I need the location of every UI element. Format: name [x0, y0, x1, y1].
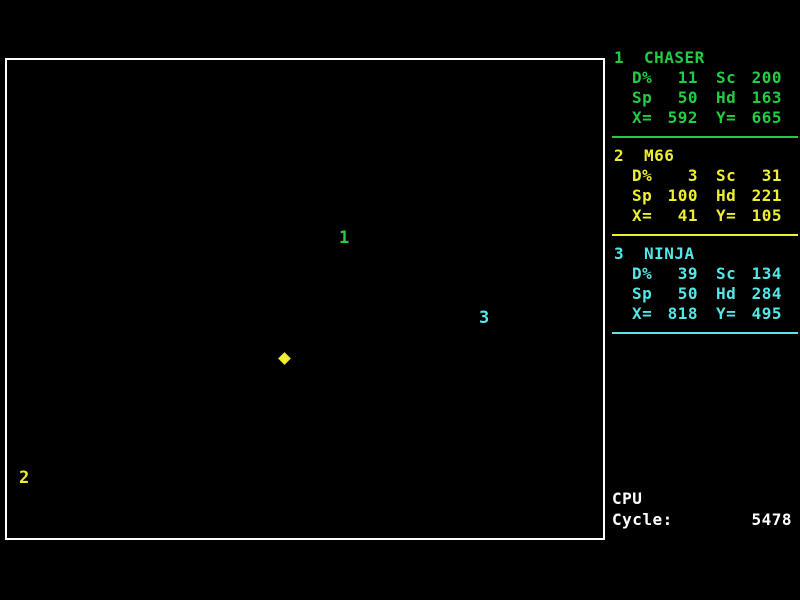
robot-name: NINJA: [644, 244, 695, 263]
heading-value: 284: [751, 284, 782, 303]
panel-separator: [612, 332, 798, 334]
robot-position-row: X= 818 Y= 495: [612, 304, 800, 324]
x-value: 41: [677, 206, 698, 225]
panel-separator: [612, 234, 798, 236]
robot-position-row: X= 41 Y= 105: [612, 206, 800, 226]
speed-label: Sp: [632, 186, 653, 205]
cpu-block: CPU Cycle: 5478: [612, 488, 800, 530]
robot-status-panel[interactable]: 2 M66 D% 3 Sc 31 Sp 100 Hd 221 X= 41 Y= 105: [612, 146, 800, 226]
cpu-cycle-label: Cycle:: [612, 510, 673, 529]
robot-title-row: 3 NINJA: [612, 244, 800, 264]
robot-id: 2: [614, 146, 625, 165]
robot-speed-heading-row: Sp 100 Hd 221: [612, 186, 800, 206]
damage-value: 11: [677, 68, 698, 87]
x-label: X=: [632, 108, 653, 127]
damage-label: D%: [632, 264, 653, 283]
x-label: X=: [632, 304, 653, 323]
y-value: 105: [751, 206, 782, 225]
heading-label: Hd: [716, 284, 737, 303]
heading-value: 163: [751, 88, 782, 107]
robot-title-row: 2 M66: [612, 146, 800, 166]
y-label: Y=: [716, 108, 737, 127]
y-label: Y=: [716, 206, 737, 225]
speed-value: 50: [677, 284, 698, 303]
robot-title-row: 1 CHASER: [612, 48, 800, 68]
scan-value: 200: [751, 68, 782, 87]
scan-value: 134: [751, 264, 782, 283]
battle-arena[interactable]: [5, 58, 605, 540]
speed-label: Sp: [632, 88, 653, 107]
robot-status-sidebar: 1 CHASER D% 11 Sc 200 Sp 50 Hd 163 X= 592 Y= 665 2 M66 D…: [612, 0, 800, 600]
arena-robot-marker[interactable]: 1: [339, 228, 350, 248]
y-value: 495: [751, 304, 782, 323]
robot-speed-heading-row: Sp 50 Hd 163: [612, 88, 800, 108]
cpu-title: CPU: [612, 489, 643, 508]
speed-value: 50: [677, 88, 698, 107]
robot-name: M66: [644, 146, 675, 165]
damage-label: D%: [632, 68, 653, 87]
heading-label: Hd: [716, 88, 737, 107]
heading-value: 221: [751, 186, 782, 205]
robot-speed-heading-row: Sp 50 Hd 284: [612, 284, 800, 304]
x-value: 818: [667, 304, 698, 323]
speed-value: 100: [667, 186, 698, 205]
arena-robot-marker[interactable]: 3: [479, 308, 490, 328]
speed-label: Sp: [632, 284, 653, 303]
y-label: Y=: [716, 304, 737, 323]
robot-name: CHASER: [644, 48, 705, 67]
y-value: 665: [751, 108, 782, 127]
arena-robot-marker[interactable]: 2: [19, 468, 30, 488]
scan-value: 31: [761, 166, 782, 185]
x-label: X=: [632, 206, 653, 225]
robot-id: 1: [614, 48, 625, 67]
robot-damage-scan-row: D% 11 Sc 200: [612, 68, 800, 88]
heading-label: Hd: [716, 186, 737, 205]
scan-label: Sc: [716, 68, 737, 87]
cpu-cycle-row: Cycle: 5478: [612, 509, 800, 530]
scan-label: Sc: [716, 166, 737, 185]
robot-status-panel[interactable]: 3 NINJA D% 39 Sc 134 Sp 50 Hd 284 X= 818 Y= 495: [612, 244, 800, 324]
damage-value: 3: [687, 166, 698, 185]
panel-separator: [612, 136, 798, 138]
damage-label: D%: [632, 166, 653, 185]
robot-id: 3: [614, 244, 625, 263]
damage-value: 39: [677, 264, 698, 283]
x-value: 592: [667, 108, 698, 127]
robot-damage-scan-row: D% 3 Sc 31: [612, 166, 800, 186]
cpu-cycle-value: 5478: [751, 510, 792, 529]
robot-damage-scan-row: D% 39 Sc 134: [612, 264, 800, 284]
robot-position-row: X= 592 Y= 665: [612, 108, 800, 128]
robot-status-panel[interactable]: 1 CHASER D% 11 Sc 200 Sp 50 Hd 163 X= 592 Y= 665: [612, 48, 800, 128]
scan-label: Sc: [716, 264, 737, 283]
